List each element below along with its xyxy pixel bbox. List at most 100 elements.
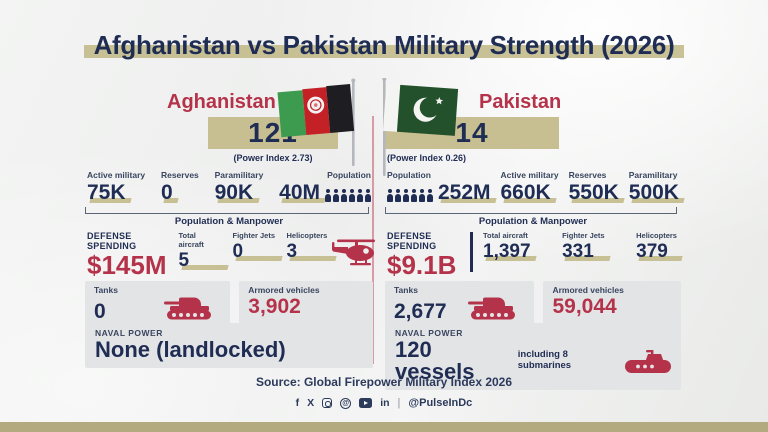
stat-fighter-jets: Fighter Jets 331 [562, 231, 605, 261]
stat-total-aircraft: Total aircraft 5 [179, 231, 223, 270]
stat-value: 331 [562, 242, 605, 261]
stat-value: 500K [628, 181, 679, 204]
armored-label: Armored vehicles [552, 285, 624, 295]
defense-spending-label: DEFENSE SPENDING [387, 231, 437, 251]
power-index-label: (Power Index 0.26) [387, 153, 467, 163]
stat-helicopters: Helicopters 3 [287, 231, 331, 270]
country-name-pakistan: Pakistan [479, 91, 562, 113]
stat-active-military: Active military 660K [501, 170, 559, 203]
naval-power-card: NAVAL POWER 120 vessels including 8 subm… [385, 323, 681, 390]
stat-total-aircraft: Total aircraft 1,397 [483, 231, 531, 261]
stat-value: 0 [233, 242, 277, 261]
stat-paramilitary: Paramilitary 500K [629, 170, 679, 203]
stat-value: 90K [214, 181, 254, 204]
stat-label: Fighter Jets [232, 231, 276, 240]
tanks-card: Tanks 2,677 [385, 281, 535, 331]
stat-value: 40M [279, 181, 320, 204]
afghanistan-column: Aghanistan 121 (Po [85, 78, 375, 368]
naval-note: including 8 submarines [517, 349, 572, 371]
stat-paramilitary: Paramilitary 90K [215, 170, 264, 203]
instagram-icon [322, 398, 333, 408]
stat-label: Paramilitary [214, 170, 264, 180]
stat-label: Helicopters [286, 231, 328, 240]
page-title: Afghanistan vs Pakistan Military Strengt… [83, 30, 685, 60]
defense-spending: DEFENSE SPENDING $145M [87, 231, 167, 280]
air-stats: Total aircraft 1,397 Fighter Jets 331 He… [483, 231, 681, 261]
social-bar: f X @ in | @PulseInDc [0, 397, 768, 409]
defense-divider [470, 232, 473, 272]
manpower-group-label: Population & Manpower [174, 216, 284, 227]
armored-value: 3,902 [248, 295, 301, 318]
armored-value: 59,044 [552, 295, 617, 318]
defense-row: DEFENSE SPENDING $145M Total aircraft 5 … [87, 231, 375, 280]
stat-value: 379 [636, 242, 677, 261]
defense-spending-value: $9.1B [387, 250, 457, 280]
tanks-value: 0 [94, 299, 106, 323]
people-icons [325, 189, 371, 203]
pakistan-column: Pakistan 14 (Power Index 0.26) Populatio… [382, 77, 681, 390]
stat-label: Total aircraft [178, 231, 204, 249]
stat-label: Helicopters [636, 231, 677, 240]
stat-reserves: Reserves 550K [569, 170, 619, 203]
naval-power-card: NAVAL POWER None (landlocked) [85, 323, 373, 368]
tanks-label: Tanks [394, 285, 418, 295]
tank-icon [163, 296, 213, 326]
stat-value: 1,397 [483, 241, 531, 262]
manpower-bracket [85, 207, 369, 214]
tanks-value: 2,677 [394, 299, 447, 323]
defense-row: DEFENSE SPENDING $9.1B Total aircraft 1,… [387, 231, 681, 280]
stat-label: Active military [500, 170, 559, 180]
manpower-group-label: Population & Manpower [478, 216, 588, 227]
naval-label: NAVAL POWER [95, 328, 163, 338]
naval-label: NAVAL POWER [395, 328, 463, 338]
tank-icon [467, 296, 517, 326]
stat-population: Population 252M [387, 170, 491, 203]
manpower-bracket [385, 207, 677, 214]
armored-vehicles-card: Armored vehicles 59,044 [543, 281, 681, 331]
stat-label: Total aircraft [483, 231, 528, 240]
stat-label: Active military [87, 170, 146, 180]
title-block: Afghanistan vs Pakistan Military Strengt… [0, 30, 768, 61]
stat-value: 3 [287, 242, 331, 261]
stat-population: Population 40M [279, 170, 371, 203]
helicopter-icon [331, 231, 377, 273]
stat-label: Reserves [160, 170, 199, 180]
people-icons [387, 189, 433, 203]
power-index-label: (Power Index 2.73) [233, 153, 313, 163]
youtube-icon [359, 398, 373, 408]
stat-value: 5 [179, 251, 223, 270]
stat-helicopters: Helicopters 379 [636, 231, 677, 261]
pakistan-flag-icon [375, 77, 467, 187]
naval-value: None (landlocked) [95, 337, 286, 362]
stat-active-military: Active military 75K [87, 170, 145, 203]
stat-value: 252M [438, 181, 491, 204]
defense-spending-value: $145M [87, 250, 167, 280]
country-name-afghanistan: Aghanistan [167, 91, 276, 113]
facebook-icon: f [295, 396, 300, 409]
stat-value: 550K [568, 181, 619, 204]
stat-value: 660K [500, 181, 551, 204]
manpower-stats: Active military 75K Reserves 0 Paramilit… [87, 170, 371, 203]
stat-fighter-jets: Fighter Jets 0 [233, 231, 277, 270]
threads-icon: @ [340, 397, 352, 409]
stat-label: Fighter Jets [562, 231, 605, 240]
stat-label: Paramilitary [628, 170, 678, 180]
power-index-rank: 14 [455, 117, 489, 148]
stat-reserves: Reserves 0 [161, 170, 199, 203]
x-icon: X [307, 396, 315, 409]
air-stats: Total aircraft 5 Fighter Jets 0 Helicopt… [179, 231, 331, 270]
pakistan-header: Pakistan 14 (Power Index 0.26) [382, 77, 681, 176]
stat-label: Population [387, 170, 431, 180]
afghanistan-flag-icon [275, 78, 361, 179]
defense-spending: DEFENSE SPENDING $9.1B [387, 231, 468, 280]
manpower-stats: Population 252M Active military 660K Res… [387, 170, 679, 203]
source-text: Source: Global Firepower Military Index … [255, 375, 513, 389]
submarine-icon [625, 349, 671, 380]
armored-label: Armored vehicles [248, 285, 320, 295]
stat-label: Population [327, 170, 371, 180]
social-handle: @PulseInDc [408, 397, 473, 409]
naval-value: 120 vessels [395, 337, 475, 384]
separator: | [397, 397, 401, 409]
defense-spending-label: DEFENSE SPENDING [87, 231, 137, 251]
